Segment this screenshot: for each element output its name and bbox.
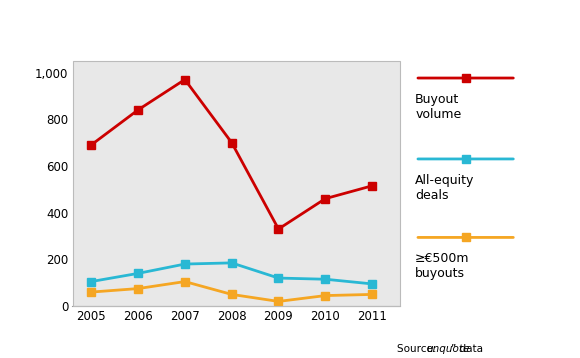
Text: Source:: Source: <box>397 344 440 354</box>
Text: ≥€500m
buyouts: ≥€500m buyouts <box>415 252 470 280</box>
Text: Buyout
volume: Buyout volume <box>415 93 462 121</box>
Text: unquote: unquote <box>426 344 470 354</box>
Text: ” data: ” data <box>451 344 483 354</box>
Text: Buyout total volume compared to all-equity and larger deals: Buyout total volume compared to all-equi… <box>14 19 502 33</box>
Text: All-equity
deals: All-equity deals <box>415 174 474 202</box>
